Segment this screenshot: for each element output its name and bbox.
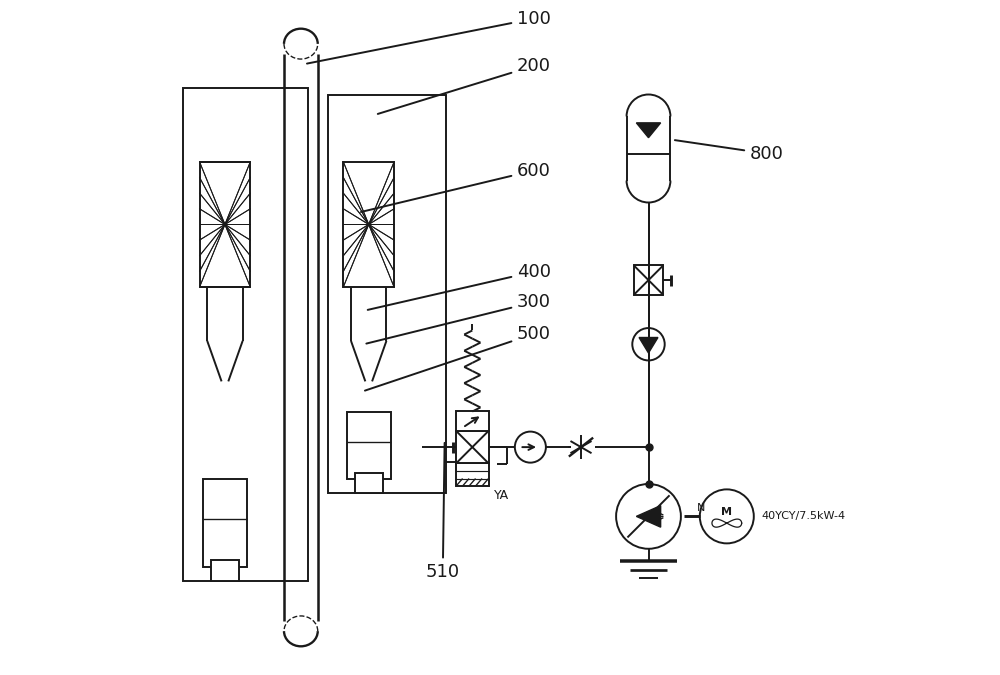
- Bar: [347, 412, 391, 479]
- Text: 100: 100: [307, 9, 551, 63]
- Bar: [328, 95, 446, 493]
- Bar: [355, 472, 383, 493]
- Bar: [211, 560, 239, 580]
- Bar: [456, 412, 489, 431]
- Text: 200: 200: [378, 57, 551, 114]
- Polygon shape: [636, 123, 661, 138]
- Polygon shape: [636, 506, 661, 527]
- Text: 500: 500: [365, 325, 551, 391]
- Text: YA: YA: [494, 489, 509, 502]
- Bar: [183, 88, 308, 580]
- Text: 800: 800: [675, 140, 784, 163]
- Text: 600: 600: [361, 161, 551, 212]
- Bar: [456, 463, 489, 486]
- Bar: [456, 431, 489, 463]
- Bar: [634, 265, 663, 295]
- Bar: [200, 162, 250, 287]
- Text: 400: 400: [368, 263, 551, 310]
- Bar: [203, 479, 247, 567]
- Bar: [343, 162, 394, 287]
- Text: 40YCY/7.5kW-4: 40YCY/7.5kW-4: [762, 512, 846, 521]
- Text: 510: 510: [426, 443, 460, 581]
- Text: M: M: [721, 508, 732, 517]
- Text: N: N: [696, 503, 705, 513]
- Polygon shape: [639, 338, 658, 353]
- Text: 300: 300: [366, 293, 551, 344]
